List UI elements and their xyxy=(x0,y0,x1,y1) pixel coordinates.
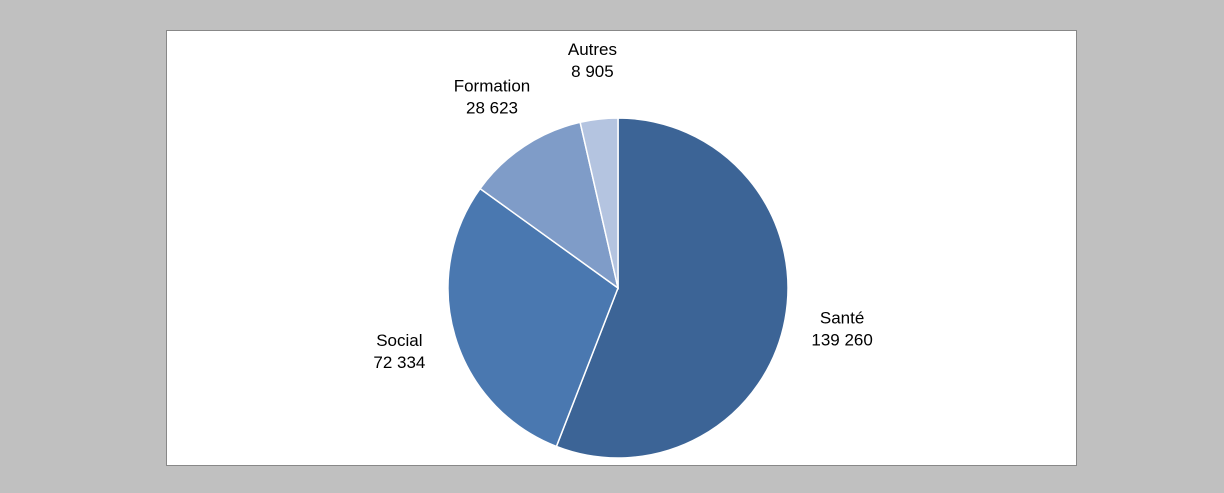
slice-value: 8 905 xyxy=(571,62,614,81)
pie-slice xyxy=(479,121,620,290)
slice-label: Social xyxy=(376,331,422,350)
slice-value: 28 623 xyxy=(466,98,518,117)
slice-value: 139 260 xyxy=(811,331,872,350)
slice-label: Santé xyxy=(820,309,864,328)
slice-label: Formation xyxy=(454,76,531,95)
pie-slice xyxy=(447,187,619,448)
pie-slice xyxy=(555,117,789,459)
slice-value: 72 334 xyxy=(373,353,425,372)
slice-label: Autres xyxy=(568,40,617,59)
pie-slice xyxy=(579,117,619,289)
